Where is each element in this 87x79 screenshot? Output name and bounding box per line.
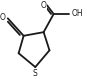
Text: O: O <box>41 1 47 10</box>
Text: S: S <box>33 69 38 78</box>
Text: O: O <box>0 13 6 22</box>
Text: OH: OH <box>71 9 83 18</box>
